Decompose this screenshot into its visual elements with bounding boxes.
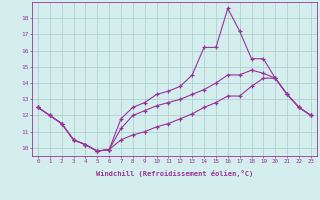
X-axis label: Windchill (Refroidissement éolien,°C): Windchill (Refroidissement éolien,°C) <box>96 170 253 177</box>
